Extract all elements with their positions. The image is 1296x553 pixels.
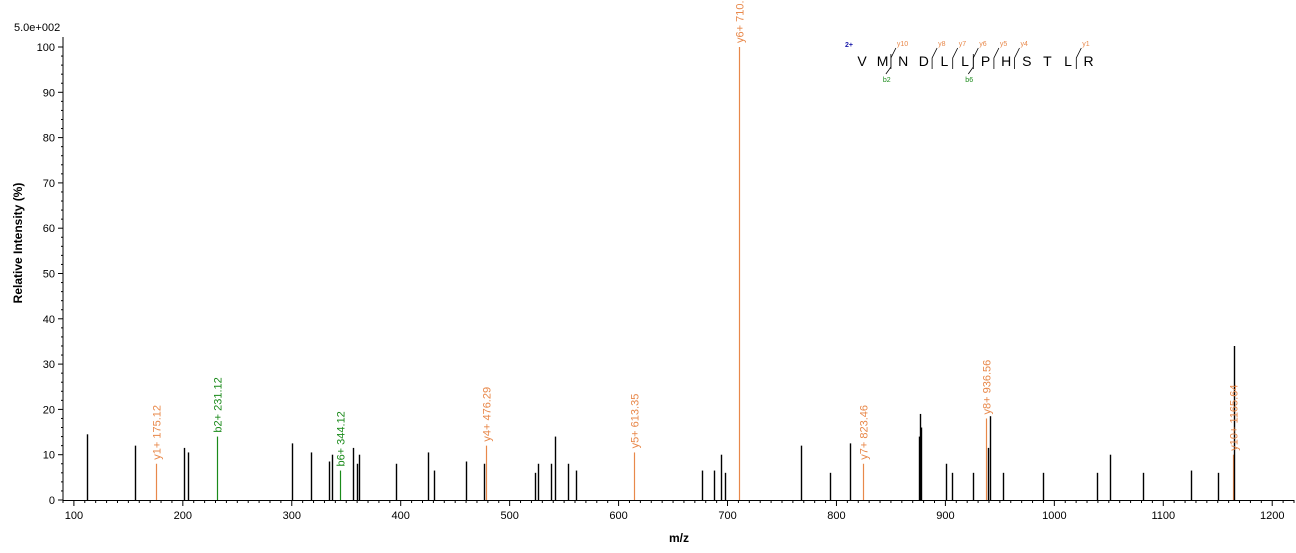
y-ion-cleavage-mark bbox=[972, 47, 979, 69]
y-ion-label: y10+ 1165.64 bbox=[1229, 385, 1241, 451]
y-ion-label: y4+ 476.29 bbox=[482, 387, 494, 442]
x-tick-label: 1200 bbox=[1260, 510, 1284, 522]
y-tick-label: 100 bbox=[37, 42, 55, 54]
b-ion-cleavage-mark bbox=[967, 54, 974, 75]
y-ion-cleavage-mark bbox=[1014, 47, 1020, 69]
x-tick-label: 100 bbox=[65, 510, 83, 522]
peaks-layer bbox=[86, 47, 1236, 500]
sequence-residue: L bbox=[941, 53, 949, 69]
y-tick-label: 20 bbox=[43, 404, 55, 416]
x-tick-label: 1000 bbox=[1042, 510, 1066, 522]
sequence-residue: S bbox=[1022, 53, 1031, 69]
y-ion-label: y1+ 175.12 bbox=[152, 405, 164, 460]
y-ion-cleavage-mark bbox=[931, 47, 938, 69]
sequence-residue: D bbox=[919, 53, 929, 69]
axes: 0 10 20 30 40 50 60 70 80 90 100 100 200 300 400 500 600… bbox=[37, 37, 1295, 522]
sequence-residue: L bbox=[1064, 53, 1072, 69]
b-ion-label: b6+ 344.12 bbox=[336, 411, 348, 466]
y-ion-cleavage-mark bbox=[890, 47, 897, 69]
sequence-residue: R bbox=[1084, 53, 1094, 69]
y-ion-fragment-label: y5 bbox=[1000, 41, 1008, 48]
x-tick-label: 300 bbox=[283, 510, 301, 522]
sequence-residue: V bbox=[857, 53, 867, 69]
x-tick-label: 1100 bbox=[1151, 510, 1175, 522]
y-tick-label: 60 bbox=[43, 223, 55, 235]
y-tick-label: 0 bbox=[49, 495, 55, 507]
peak-labels-layer: y1+ 175.12 b2+ 231.12 b6+ 344.12 y4+ 476.29… bbox=[152, 0, 1241, 467]
x-tick-label: 600 bbox=[609, 510, 627, 522]
intensity-scale-label: 5.0e+002 bbox=[14, 22, 60, 34]
y-ion-cleavage-mark bbox=[993, 47, 1000, 69]
y-ion-label: y5+ 613.35 bbox=[630, 394, 642, 449]
y-ion-label: y6+ 710.3 bbox=[735, 0, 747, 43]
sequence-residue: P bbox=[981, 53, 990, 69]
x-tick-label: 500 bbox=[500, 510, 518, 522]
b-ion-fragment-label: b2 bbox=[883, 77, 891, 84]
y-tick-label: 40 bbox=[43, 314, 55, 326]
x-tick-label: 700 bbox=[718, 510, 736, 522]
y-tick-label: 50 bbox=[43, 269, 55, 281]
x-tick-label: 900 bbox=[936, 510, 954, 522]
y-tick-label: 30 bbox=[43, 359, 55, 371]
y-ion-fragment-label: y6 bbox=[979, 41, 987, 48]
sequence-residue: L bbox=[961, 53, 969, 69]
y-ion-label: y7+ 823.46 bbox=[859, 405, 871, 460]
y-tick-label: 90 bbox=[43, 87, 55, 99]
x-tick-label: 200 bbox=[174, 510, 192, 522]
b-ion-label: b2+ 231.12 bbox=[213, 377, 225, 432]
b-ion-fragment-label: b6 bbox=[965, 77, 973, 84]
y-ion-fragment-label: y10 bbox=[897, 41, 908, 48]
y-axis-title: Relative Intensity (%) bbox=[11, 183, 25, 304]
x-axis-title: m/z bbox=[669, 531, 689, 545]
x-tick-label: 400 bbox=[392, 510, 410, 522]
sequence-residue: N bbox=[898, 53, 908, 69]
y-tick-label: 10 bbox=[43, 450, 55, 462]
y-ion-fragment-label: y4 bbox=[1021, 41, 1029, 48]
y-ion-fragment-label: y1 bbox=[1082, 41, 1090, 48]
x-tick-label: 800 bbox=[827, 510, 845, 522]
y-tick-label: 70 bbox=[43, 178, 55, 190]
precursor-charge: 2+ bbox=[845, 42, 853, 49]
y-ion-fragment-label: y7 bbox=[959, 41, 967, 48]
sequence-residue: M bbox=[877, 53, 889, 69]
y-tick-label: 80 bbox=[43, 133, 55, 145]
sequence-residue: T bbox=[1043, 53, 1052, 69]
y-ion-label: y8+ 936.56 bbox=[982, 360, 994, 415]
y-ion-fragment-label: y8 bbox=[938, 41, 946, 48]
sequence-residue: H bbox=[1001, 53, 1011, 69]
y-ion-cleavage-mark bbox=[1075, 47, 1082, 69]
b-ion-cleavage-mark bbox=[885, 54, 892, 75]
y-ion-cleavage-mark bbox=[952, 47, 959, 69]
